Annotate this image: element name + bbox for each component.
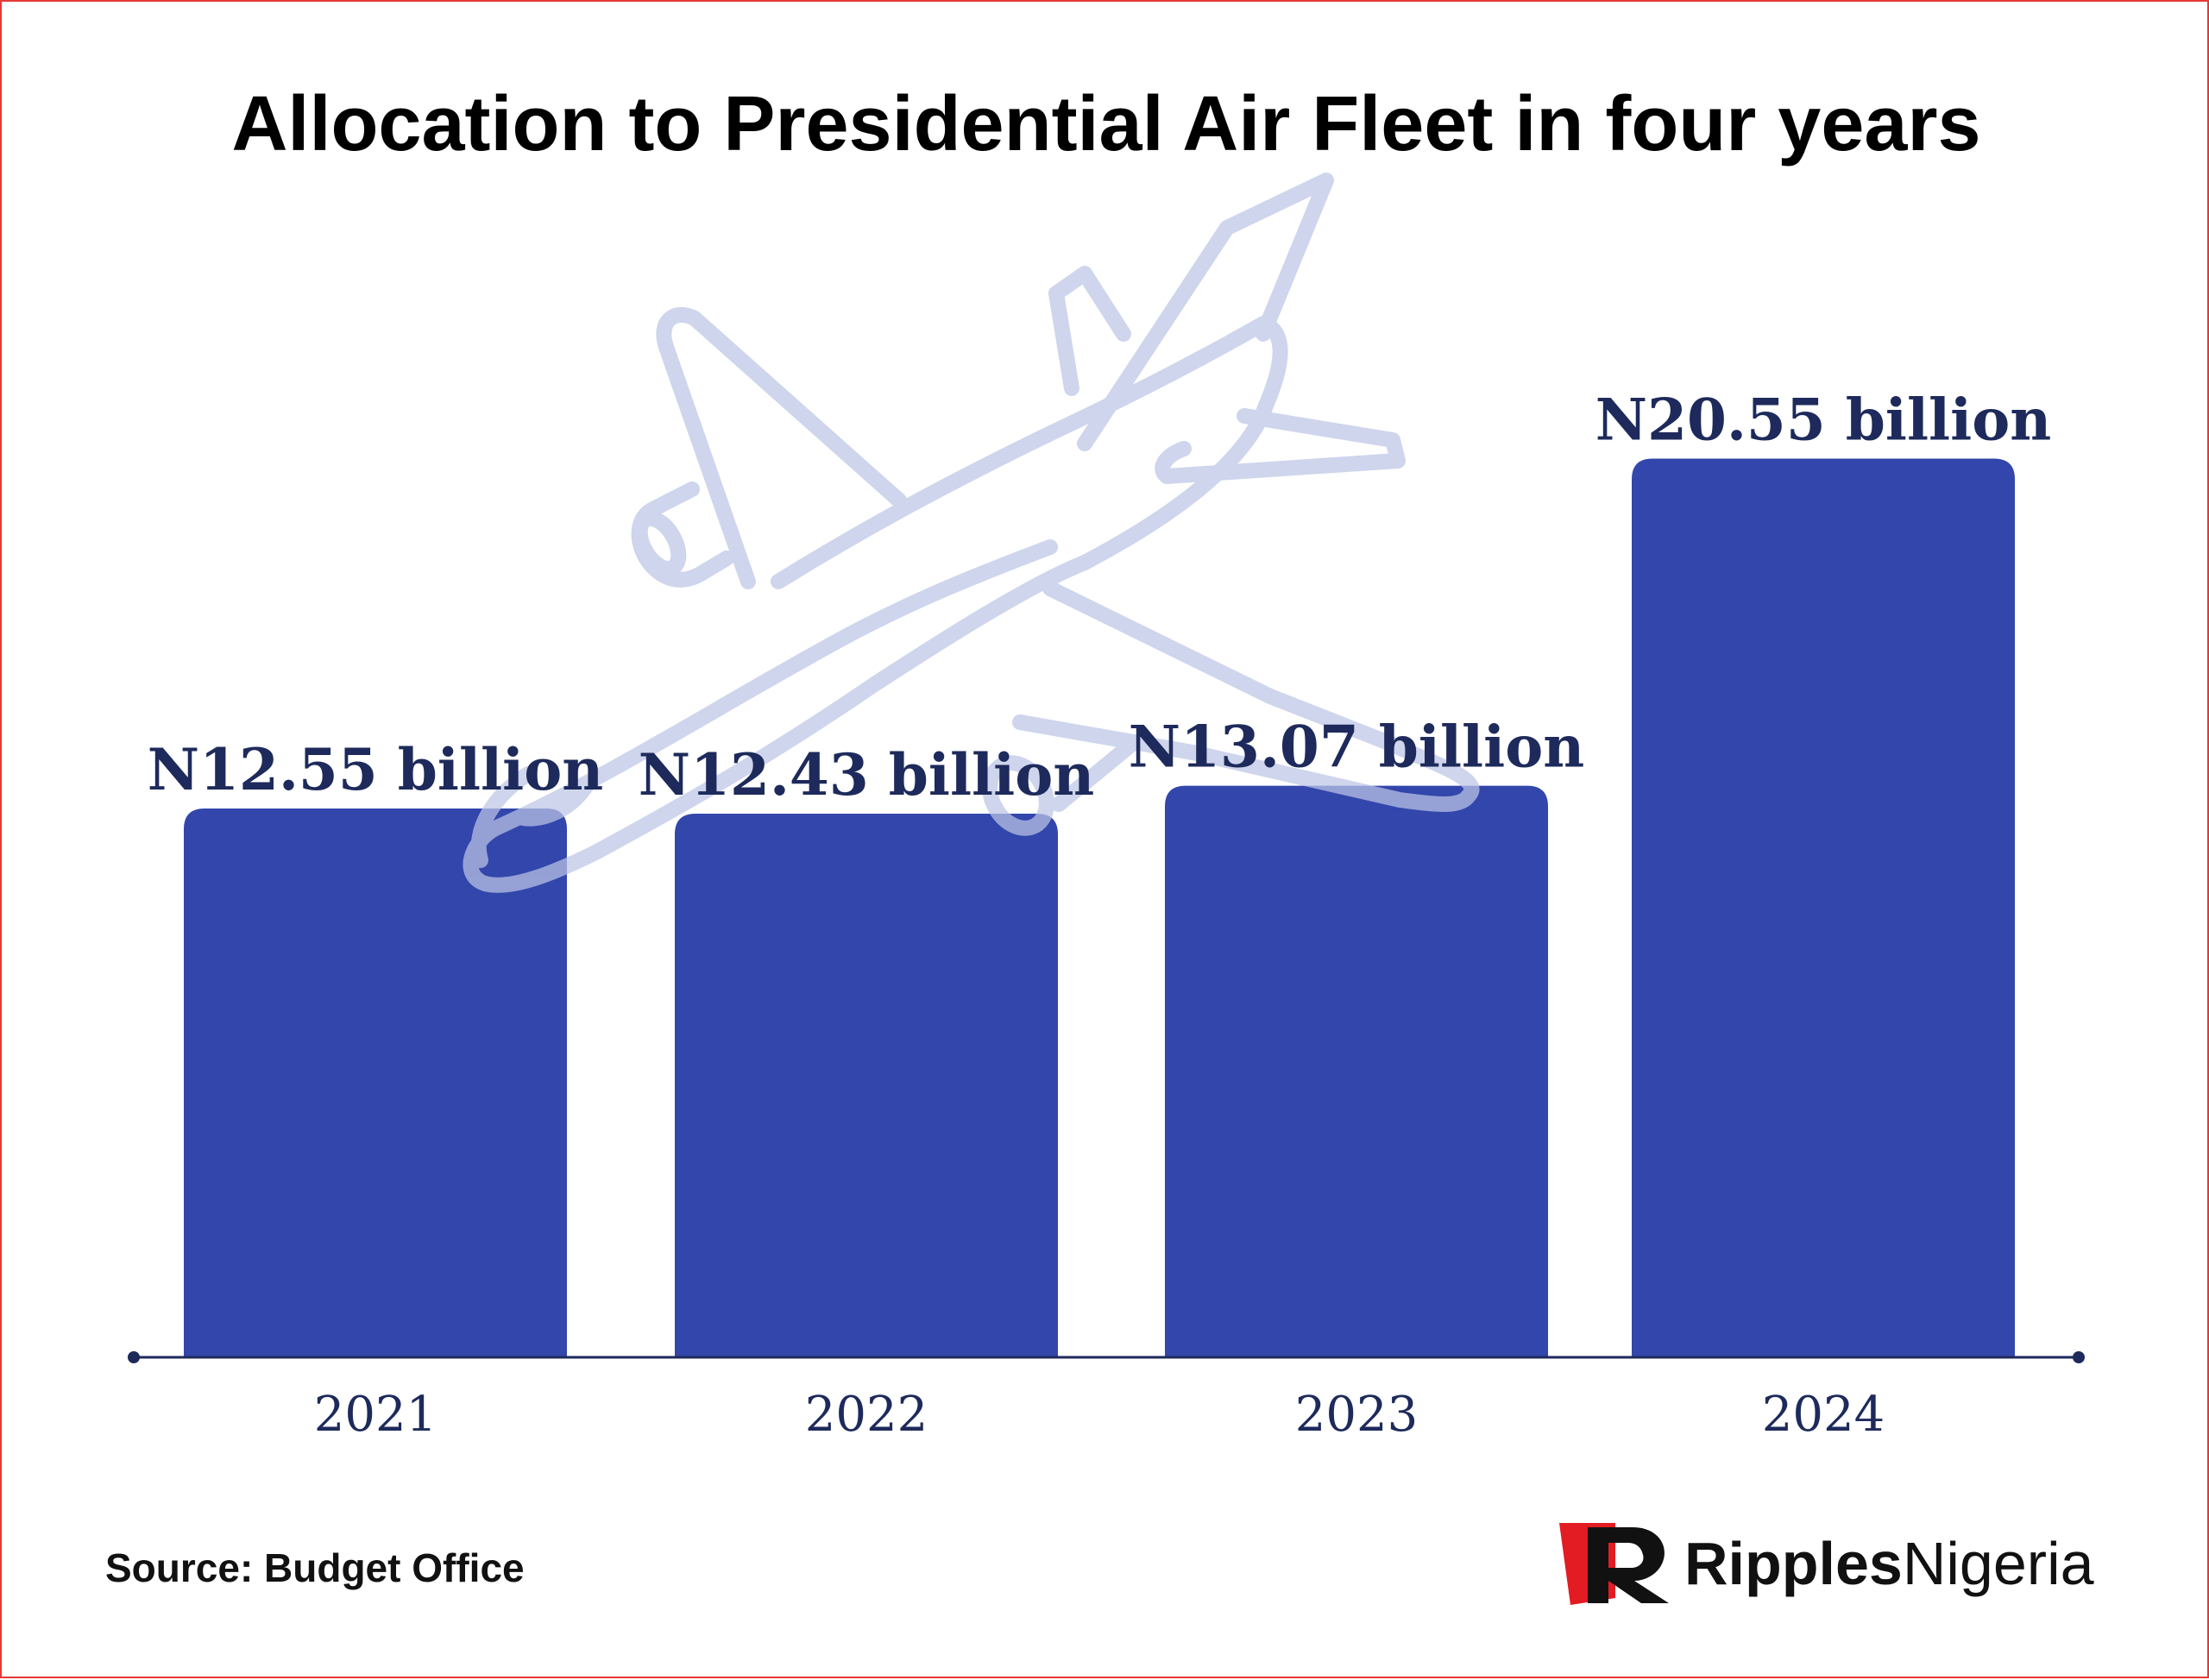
x-tick-2022: 2022: [805, 1387, 928, 1443]
x-tick-2023: 2023: [1295, 1387, 1419, 1443]
x-tick-2024: 2024: [1762, 1387, 1885, 1443]
data-label-2021: N12.55 billion: [148, 736, 603, 803]
bar-2022: [675, 814, 1058, 1357]
source-note: Source: Budget Office: [105, 1545, 525, 1590]
axis-end-dot-right: [2073, 1351, 2085, 1363]
value-labels-group: N12.55 billion N12.43 billion N13.07 bil…: [148, 387, 2051, 809]
bars-group: [184, 458, 2015, 1357]
chart-title: Allocation to Presidential Air Fleet in …: [231, 81, 1980, 167]
logo-text: RipplesNigeria: [1684, 1530, 2094, 1597]
data-label-2024: N20.55 billion: [1595, 387, 2051, 454]
x-tick-labels-group: 2021 2022 2023 2024: [314, 1387, 1885, 1443]
data-label-2023: N13.07 billion: [1129, 714, 1584, 781]
logo-mark-icon: [1559, 1523, 1669, 1605]
data-label-2022: N12.43 billion: [639, 741, 1094, 809]
bar-2023: [1165, 785, 1548, 1357]
x-tick-2021: 2021: [314, 1387, 437, 1443]
bar-2021: [184, 808, 567, 1357]
axis-end-dot-left: [128, 1351, 140, 1363]
ripples-nigeria-logo: RipplesNigeria: [1559, 1523, 2094, 1605]
airplane-icon: [463, 173, 1480, 893]
bar-2024: [1632, 458, 2015, 1357]
